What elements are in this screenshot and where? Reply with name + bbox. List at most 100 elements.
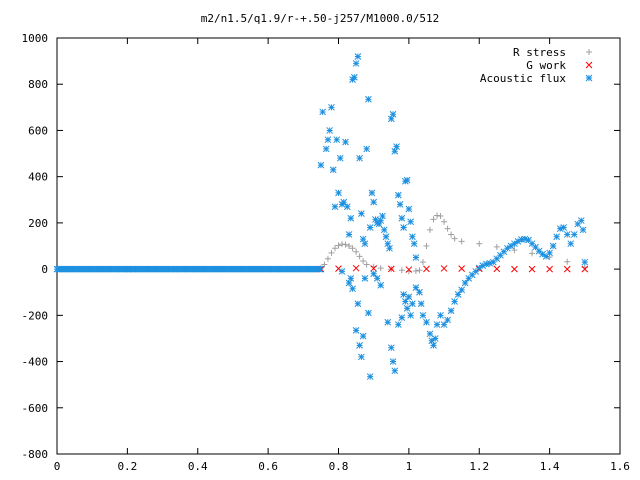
data-point	[581, 258, 589, 266]
data-point	[347, 275, 355, 282]
data-point	[486, 259, 494, 267]
data-point	[384, 318, 392, 326]
data-point	[465, 275, 473, 282]
data-point	[447, 307, 455, 315]
data-point	[451, 298, 458, 305]
data-point	[326, 127, 334, 134]
data-point	[493, 255, 501, 263]
data-point	[324, 255, 331, 262]
data-point	[354, 300, 362, 308]
legend-marker	[585, 61, 593, 69]
data-point	[373, 275, 381, 282]
data-point	[389, 110, 397, 118]
x-tick-label: 0.6	[258, 460, 278, 473]
data-point	[358, 353, 365, 361]
data-point	[317, 161, 325, 169]
data-point	[387, 344, 395, 352]
data-point	[379, 212, 386, 220]
data-point	[389, 358, 397, 365]
data-point	[419, 311, 427, 319]
data-point	[479, 262, 487, 269]
data-point	[451, 235, 458, 242]
data-point	[430, 342, 437, 349]
data-point	[391, 147, 399, 155]
data-point	[384, 240, 392, 248]
data-point	[387, 115, 395, 123]
data-point	[338, 268, 346, 275]
data-point	[489, 258, 497, 266]
data-point	[361, 240, 369, 248]
data-point	[567, 240, 575, 248]
data-point	[539, 250, 546, 258]
data-point	[387, 265, 395, 273]
data-point	[448, 231, 455, 238]
chart-title: m2/n1.5/q1.9/r-+.50-j257/M1000.0/512	[201, 12, 439, 25]
data-point	[428, 337, 436, 345]
data-point	[370, 198, 378, 206]
data-point	[349, 285, 356, 293]
data-point	[570, 231, 578, 238]
data-point	[393, 143, 400, 150]
x-tick-label: 0.2	[117, 460, 137, 473]
data-point	[370, 270, 378, 278]
data-point	[546, 265, 553, 273]
data-point	[400, 291, 407, 298]
data-point	[574, 220, 582, 228]
data-point	[426, 226, 433, 233]
data-point	[423, 243, 430, 249]
data-point	[497, 251, 504, 259]
data-point	[316, 265, 324, 273]
data-point	[360, 258, 367, 265]
y-tick-label: -400	[22, 356, 49, 369]
data-point	[528, 265, 536, 273]
data-point	[333, 136, 341, 144]
data-point	[405, 266, 413, 273]
data-point	[382, 233, 390, 241]
data-point	[514, 238, 522, 245]
data-point	[349, 245, 356, 252]
data-marks	[53, 53, 589, 380]
x-tick-label: 1.2	[469, 460, 489, 473]
data-point	[370, 265, 378, 272]
data-point	[400, 224, 407, 231]
x-tick-label: 1	[406, 460, 413, 473]
data-point	[563, 231, 571, 238]
data-point	[564, 258, 571, 265]
data-point	[346, 243, 353, 249]
data-point	[431, 335, 439, 342]
data-point	[437, 311, 444, 319]
data-point	[475, 264, 483, 272]
y-tick-label: -600	[22, 402, 49, 415]
data-point	[511, 240, 518, 248]
data-point	[347, 214, 355, 222]
data-point	[468, 271, 476, 279]
legend-label: R stress	[513, 46, 566, 59]
legend-label: G work	[526, 59, 566, 72]
y-tick-label: 400	[28, 171, 48, 184]
y-tick-label: 1000	[22, 32, 49, 45]
data-point	[380, 226, 388, 234]
data-point	[353, 248, 360, 255]
data-point	[430, 216, 437, 223]
data-point	[409, 300, 416, 308]
data-point	[507, 242, 515, 250]
data-point	[504, 244, 511, 252]
data-point	[528, 240, 536, 248]
data-point	[340, 198, 348, 206]
data-point	[361, 275, 369, 282]
data-point	[407, 218, 414, 226]
data-point	[426, 330, 434, 338]
data-point	[331, 245, 338, 252]
x-tick-label: 0.8	[329, 460, 349, 473]
data-point	[472, 268, 480, 275]
data-point	[419, 259, 426, 266]
data-point	[412, 254, 420, 261]
data-point	[423, 265, 430, 273]
data-point	[482, 260, 490, 268]
data-point	[409, 233, 416, 241]
data-point	[563, 265, 571, 273]
data-point	[352, 60, 360, 67]
data-point	[358, 210, 365, 217]
data-point	[579, 226, 587, 234]
